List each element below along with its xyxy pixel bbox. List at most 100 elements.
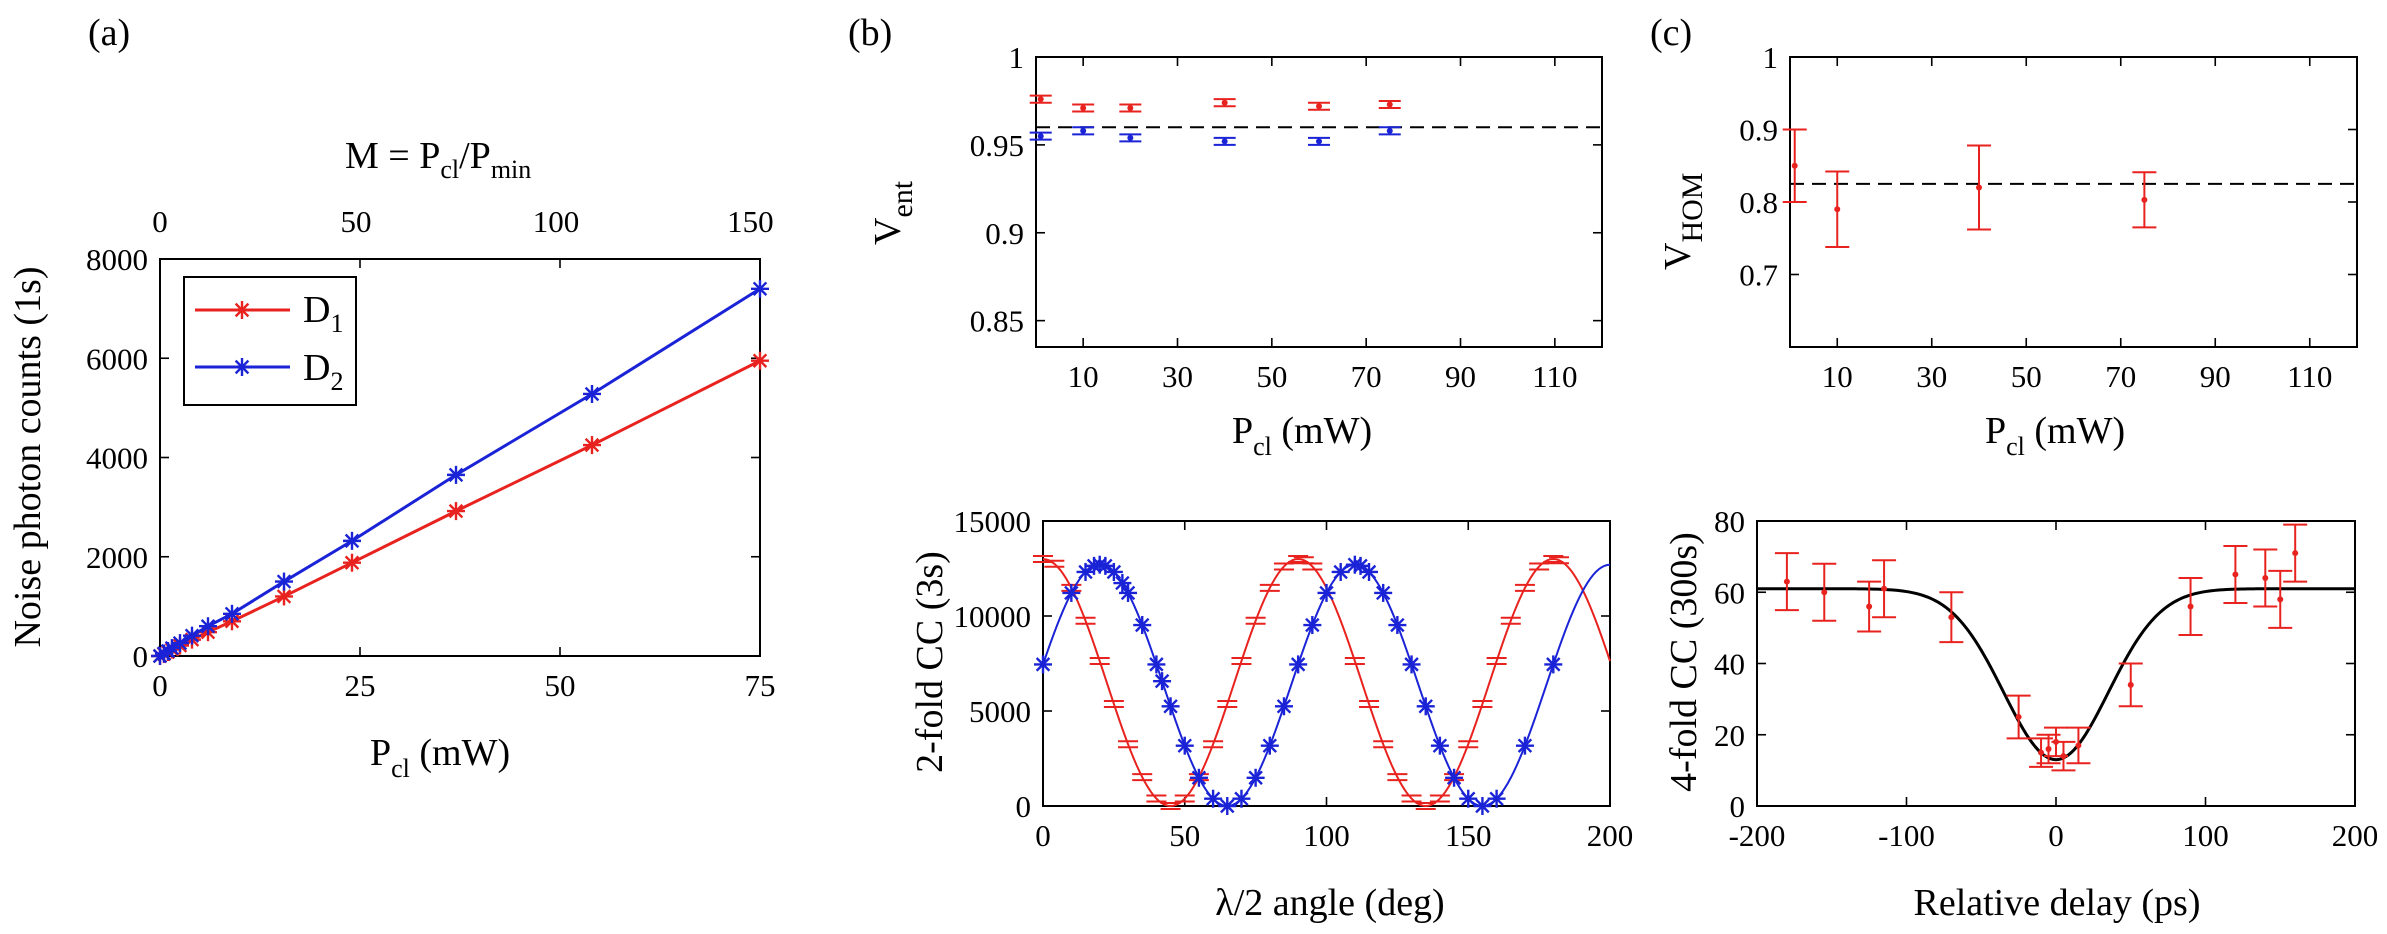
data-point-data xyxy=(1939,591,1964,644)
plot-a-top-label: M = Pcl/Pmin xyxy=(345,135,531,184)
marker xyxy=(1127,104,1134,111)
marker-stroke xyxy=(1220,798,1235,814)
x-tick-label: 10 xyxy=(1068,359,1099,394)
marker xyxy=(2262,575,2269,581)
data-point-D2 xyxy=(447,465,465,484)
y-tick-label: 2000 xyxy=(86,540,148,575)
ylabel-sub: ent xyxy=(886,180,919,217)
x-tick-label: 0 xyxy=(1035,818,1051,853)
data-point-blue xyxy=(1153,672,1172,691)
data-point-data xyxy=(2006,694,2031,740)
y-tick-label: 0 xyxy=(1730,789,1746,824)
marker xyxy=(2038,749,2045,756)
marker-stroke xyxy=(1163,699,1178,714)
marker-stroke xyxy=(1361,564,1377,580)
xlabel-rest: (mW) xyxy=(410,732,510,774)
xlabel-sub: cl xyxy=(1253,432,1272,461)
y-tick-label: 0.9 xyxy=(1739,113,1778,148)
marker-stroke xyxy=(1035,657,1051,672)
marker-stroke xyxy=(1106,564,1122,580)
data-point-V_HOM xyxy=(1967,144,1991,231)
data-point-blue xyxy=(1175,736,1194,755)
data-point-blue xyxy=(1487,789,1506,808)
panel-label-a: (a) xyxy=(88,12,130,54)
marker xyxy=(2277,596,2284,603)
marker-stroke xyxy=(1475,798,1490,814)
top-tick-label: 0 xyxy=(152,204,168,239)
data-point-data xyxy=(1857,580,1882,633)
marker xyxy=(2045,746,2052,752)
y-tick-label: 6000 xyxy=(86,341,148,376)
data-point-blue xyxy=(1133,616,1152,635)
data-point-blue xyxy=(1274,697,1293,716)
data-point-red xyxy=(1245,616,1266,625)
marker-stroke xyxy=(1404,657,1419,672)
x-tick-label: -200 xyxy=(1729,818,1786,853)
ylabel-sub: HOM xyxy=(1676,173,1709,243)
xlabel-sub: cl xyxy=(391,754,410,783)
data-point-red xyxy=(1174,794,1195,803)
marker xyxy=(1221,138,1228,145)
data-point-data xyxy=(2051,740,2076,772)
marker-stroke xyxy=(224,606,240,622)
plot-c-top-ticks: 10 30 50 70 90 110 0.7 0.8 0.9 1 xyxy=(1739,40,2357,394)
marker xyxy=(1866,603,1873,610)
legend-d1-sub: 1 xyxy=(330,309,343,338)
data-point-V_HOM xyxy=(2132,171,2157,229)
data-point-D2 xyxy=(199,617,217,636)
legend-label-d2: D2 xyxy=(303,347,343,396)
marker-stroke xyxy=(1390,617,1405,633)
xlabel-main: P xyxy=(370,732,391,774)
x-tick-label: 90 xyxy=(1445,359,1476,394)
y-tick-label: 0 xyxy=(1016,789,1032,824)
marker xyxy=(1080,104,1087,111)
marker-stroke xyxy=(1290,657,1306,672)
xlabel-rest: (mW) xyxy=(1272,410,1372,452)
data-point-blue xyxy=(1289,655,1308,674)
marker-stroke xyxy=(1432,738,1448,753)
x-tick-label: 200 xyxy=(1587,818,1634,853)
data-point-red xyxy=(1203,740,1224,749)
panel-b-bottom: 0 50 100 150 200 0 5000 10000 15000 λ/2 angle (d… xyxy=(909,504,1633,924)
fit-curve xyxy=(1757,587,2355,762)
x-tick-label: 50 xyxy=(545,668,576,703)
data-point-data xyxy=(2223,544,2248,604)
data-point-blue xyxy=(1062,583,1081,602)
data-point-red xyxy=(1146,794,1167,803)
plot-b-bottom-ticks: 0 50 100 150 200 0 5000 10000 15000 xyxy=(954,504,1634,853)
y-tick-label: 1 xyxy=(1009,40,1025,75)
data-point-blue xyxy=(1416,697,1435,716)
data-point-D2 xyxy=(343,531,361,550)
xlabel-sub: cl xyxy=(2006,432,2025,461)
marker xyxy=(2015,713,2022,720)
top-tick-label: 150 xyxy=(727,204,774,239)
x-tick-label: 75 xyxy=(745,668,776,703)
data-point-red xyxy=(1273,562,1294,571)
y-tick-label: 4000 xyxy=(86,441,148,476)
marker-stroke xyxy=(584,437,600,453)
data-point-red xyxy=(1103,699,1124,708)
data-point-red xyxy=(1288,555,1309,563)
legend-star xyxy=(233,358,251,376)
data-point-red xyxy=(1072,103,1095,113)
x-tick-label: 50 xyxy=(2011,359,2042,394)
marker-stroke xyxy=(1098,558,1113,574)
x-tick-label: -100 xyxy=(1878,818,1935,853)
marker-stroke xyxy=(752,353,768,368)
plot-c-top-ylabel: VHOM xyxy=(1657,173,1709,270)
data-point-V_HOM xyxy=(1782,128,1807,203)
marker xyxy=(2292,550,2299,557)
data-point-blue xyxy=(1308,136,1330,146)
marker xyxy=(2232,571,2239,578)
top-label-main: M = P xyxy=(345,135,440,177)
marker-stroke xyxy=(1205,791,1221,806)
data-point-blue xyxy=(1374,583,1393,602)
x-tick-label: 110 xyxy=(1532,359,1577,394)
data-point-red xyxy=(1401,794,1422,803)
plot-c-top-series xyxy=(1782,128,2357,248)
plot-c-bottom-ticks: -200 -100 0 100 200 0 20 40 60 80 xyxy=(1714,504,2378,853)
data-point-blue xyxy=(1218,797,1237,815)
marker-stroke xyxy=(584,386,600,402)
data-point-data xyxy=(2268,569,2293,629)
